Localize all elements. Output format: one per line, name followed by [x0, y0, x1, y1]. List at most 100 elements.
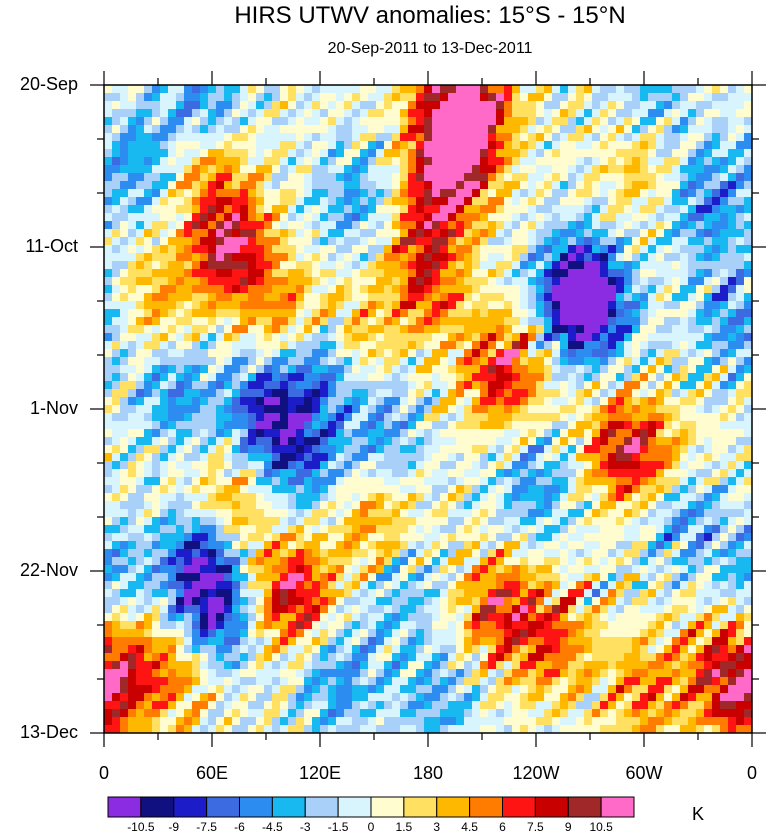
heatmap-cell	[272, 469, 281, 478]
heatmap-cell	[640, 101, 649, 110]
heatmap-cell	[376, 549, 385, 558]
heatmap-cell	[104, 365, 113, 374]
heatmap-cell	[184, 173, 193, 182]
heatmap-cell	[616, 365, 625, 374]
heatmap-cell	[464, 501, 473, 510]
heatmap-cell	[120, 301, 129, 310]
heatmap-cell	[488, 541, 497, 550]
heatmap-cell	[200, 317, 209, 326]
heatmap-cell	[656, 229, 665, 238]
heatmap-cell	[176, 293, 185, 302]
heatmap-cell	[544, 165, 553, 174]
heatmap-cell	[144, 189, 153, 198]
heatmap-cell	[736, 101, 745, 110]
heatmap-cell	[248, 229, 257, 238]
heatmap-cell	[720, 341, 729, 350]
heatmap-cell	[560, 501, 569, 510]
heatmap-cell	[536, 389, 545, 398]
heatmap-cell	[712, 341, 721, 350]
heatmap-cell	[384, 573, 393, 582]
heatmap-cell	[576, 469, 585, 478]
heatmap-cell	[160, 101, 169, 110]
heatmap-cell	[424, 157, 433, 166]
heatmap-cell	[560, 309, 569, 318]
heatmap-cell	[368, 301, 377, 310]
heatmap-cell	[576, 549, 585, 558]
heatmap-cell	[152, 501, 161, 510]
heatmap-cell	[560, 557, 569, 566]
heatmap-cell	[488, 549, 497, 558]
heatmap-cell	[344, 181, 353, 190]
heatmap-cell	[312, 309, 321, 318]
heatmap-cell	[600, 85, 609, 94]
heatmap-cell	[496, 277, 505, 286]
heatmap-cell	[160, 397, 169, 406]
heatmap-cell	[448, 165, 457, 174]
heatmap-cell	[256, 125, 265, 134]
heatmap-cell	[184, 341, 193, 350]
heatmap-cell	[168, 173, 177, 182]
heatmap-cell	[256, 389, 265, 398]
heatmap-cell	[600, 397, 609, 406]
heatmap-cell	[640, 421, 649, 430]
heatmap-cell	[680, 245, 689, 254]
heatmap-cell	[248, 365, 257, 374]
heatmap-cell	[416, 173, 425, 182]
heatmap-cell	[152, 525, 161, 534]
heatmap-cell	[400, 445, 409, 454]
heatmap-cell	[304, 469, 313, 478]
heatmap-cell	[648, 533, 657, 542]
heatmap-cell	[728, 413, 737, 422]
heatmap-cell	[120, 557, 129, 566]
heatmap-cell	[632, 261, 641, 270]
heatmap-cell	[512, 253, 521, 262]
heatmap-cell	[472, 373, 481, 382]
heatmap-cell	[320, 197, 329, 206]
heatmap-cell	[720, 197, 729, 206]
heatmap-cell	[128, 469, 137, 478]
heatmap-cell	[712, 245, 721, 254]
heatmap-cell	[504, 261, 513, 270]
heatmap-cell	[120, 333, 129, 342]
heatmap-cell	[360, 325, 369, 334]
heatmap-cell	[256, 445, 265, 454]
heatmap-cell	[128, 205, 137, 214]
heatmap-cell	[104, 245, 113, 254]
heatmap-cell	[272, 461, 281, 470]
heatmap-cell	[288, 421, 297, 430]
heatmap-cell	[496, 397, 505, 406]
heatmap-cell	[328, 141, 337, 150]
heatmap-cell	[232, 413, 241, 422]
heatmap-cell	[216, 277, 225, 286]
heatmap-cell	[192, 133, 201, 142]
heatmap-cell	[360, 181, 369, 190]
heatmap-cell	[696, 117, 705, 126]
heatmap-cell	[664, 461, 673, 470]
heatmap-cell	[624, 461, 633, 470]
heatmap-cell	[256, 221, 265, 230]
heatmap-cell	[208, 429, 217, 438]
heatmap-cell	[128, 85, 137, 94]
heatmap-cell	[160, 165, 169, 174]
heatmap-cell	[720, 533, 729, 542]
heatmap-cell	[336, 493, 345, 502]
heatmap-cell	[600, 549, 609, 558]
heatmap-cell	[248, 261, 257, 270]
heatmap-cell	[112, 85, 121, 94]
heatmap-cell	[640, 157, 649, 166]
heatmap-cell	[336, 205, 345, 214]
heatmap-cell	[744, 549, 752, 558]
heatmap-cell	[672, 445, 681, 454]
heatmap-cell	[200, 197, 209, 206]
heatmap-cell	[464, 541, 473, 550]
heatmap-cell	[296, 389, 305, 398]
heatmap-cell	[648, 517, 657, 526]
heatmap-cell	[696, 349, 705, 358]
heatmap-cell	[240, 317, 249, 326]
heatmap-cell	[312, 573, 321, 582]
heatmap-cell	[112, 461, 121, 470]
heatmap-cell	[624, 245, 633, 254]
heatmap-cell	[360, 277, 369, 286]
heatmap-cell	[736, 309, 745, 318]
heatmap-cell	[216, 293, 225, 302]
